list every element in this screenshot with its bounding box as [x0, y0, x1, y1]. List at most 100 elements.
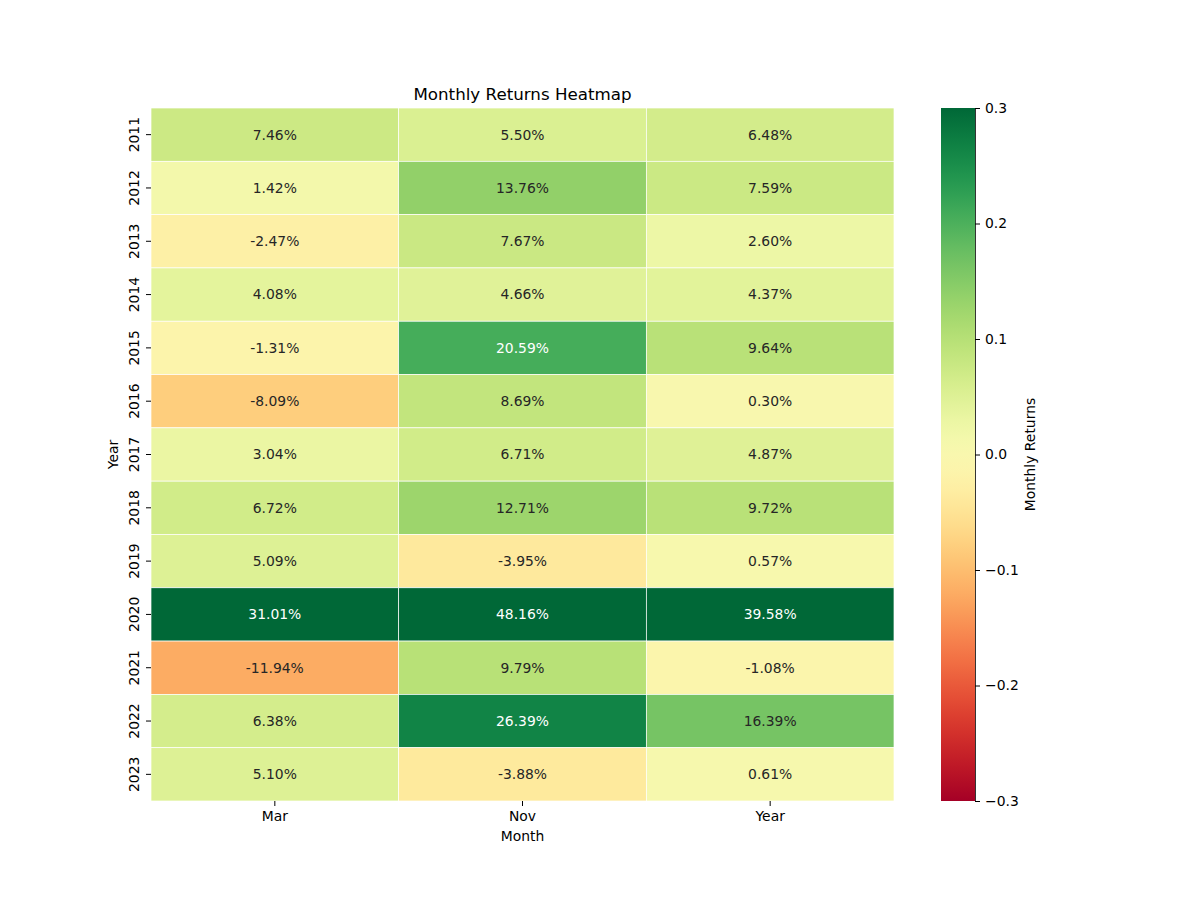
cell — [646, 215, 894, 268]
colorbar-tick: 0.2 — [975, 215, 1007, 231]
cell-label: 12.71% — [496, 500, 549, 516]
colorbar-tick-mark — [975, 108, 980, 109]
cell — [399, 534, 647, 587]
colorbar-tick: −0.2 — [975, 677, 1019, 693]
cell-label: -8.09% — [250, 393, 299, 409]
cell — [151, 534, 399, 587]
x-tick-label: Nov — [509, 808, 536, 824]
x-tick-label: Mar — [262, 808, 288, 824]
cell — [646, 641, 894, 694]
y-tick-mark — [146, 774, 151, 775]
colorbar-tick-label: 0.3 — [985, 100, 1007, 116]
y-tick: 2016 — [126, 384, 151, 419]
colorbar-tick: 0.0 — [975, 446, 1007, 462]
cell — [646, 428, 894, 481]
cell — [151, 161, 399, 214]
cell-label: 3.04% — [253, 446, 297, 462]
cell-label: 0.61% — [748, 766, 792, 782]
y-tick-mark — [146, 187, 151, 188]
cell — [151, 215, 399, 268]
colorbar-tick: −0.1 — [975, 562, 1019, 578]
y-tick: 2013 — [126, 224, 151, 259]
y-tick-label: 2022 — [126, 703, 142, 738]
cell — [151, 641, 399, 694]
y-tick-label: 2021 — [126, 650, 142, 685]
x-axis: MarNovYear — [262, 801, 785, 824]
cell-label: 20.59% — [496, 340, 549, 356]
cell — [646, 268, 894, 321]
cell — [646, 588, 894, 641]
colorbar-tick-mark — [975, 339, 980, 340]
cell-label: 6.72% — [253, 500, 297, 516]
cell — [646, 694, 894, 747]
cell — [151, 748, 399, 801]
cell — [646, 375, 894, 428]
colorbar-tick-mark — [975, 570, 980, 571]
colorbar-tick: −0.3 — [975, 793, 1019, 809]
cell — [646, 748, 894, 801]
chart: 7.46%5.50%6.48%1.42%13.76%7.59%-2.47%7.6… — [0, 0, 1200, 900]
x-tick-mark — [770, 801, 771, 806]
colorbar-tick: 0.3 — [975, 100, 1007, 116]
y-tick: 2020 — [126, 597, 151, 632]
y-tick-mark — [146, 667, 151, 668]
x-axis-title: Month — [501, 828, 545, 844]
cell — [646, 321, 894, 374]
cell — [151, 481, 399, 534]
y-axis-title: Year — [105, 440, 121, 471]
y-tick: 2014 — [126, 277, 151, 313]
y-tick: 2019 — [126, 543, 151, 578]
x-tick: Nov — [509, 801, 536, 824]
y-tick-mark — [146, 721, 151, 722]
y-tick-label: 2020 — [126, 597, 142, 632]
y-tick-label: 2014 — [126, 277, 142, 313]
colorbar-tick-label: 0.0 — [985, 446, 1007, 462]
y-tick-mark — [146, 454, 151, 455]
cell-label: 7.67% — [500, 233, 544, 249]
colorbar-tick-label: −0.3 — [985, 793, 1019, 809]
cell-label: -3.95% — [498, 553, 547, 569]
cell — [399, 748, 647, 801]
cell — [646, 108, 894, 161]
colorbar — [941, 108, 975, 801]
cell-label: 4.87% — [748, 446, 792, 462]
y-tick: 2017 — [126, 437, 151, 472]
cell-label: 6.48% — [748, 127, 792, 143]
colorbar-tick: 0.1 — [975, 331, 1007, 347]
cell-label: 8.69% — [500, 393, 544, 409]
cell-label: 9.72% — [748, 500, 792, 516]
cell — [399, 268, 647, 321]
y-tick-mark — [146, 614, 151, 615]
y-tick-label: 2016 — [126, 384, 142, 419]
colorbar-tick-mark — [975, 224, 980, 225]
cell — [151, 588, 399, 641]
cell — [646, 161, 894, 214]
cell-label: 7.59% — [748, 180, 792, 196]
cell-label: 13.76% — [496, 180, 549, 196]
colorbar-tick-mark — [975, 686, 980, 687]
cell-label: -11.94% — [246, 660, 304, 676]
y-tick-label: 2019 — [126, 543, 142, 578]
colorbar-tick-label: 0.1 — [985, 331, 1007, 347]
cell-label: 39.58% — [744, 606, 797, 622]
y-tick-mark — [146, 134, 151, 135]
cell — [151, 321, 399, 374]
cell-label: 1.42% — [253, 180, 297, 196]
x-tick-mark — [522, 801, 523, 806]
cell — [399, 108, 647, 161]
colorbar-tick-label: 0.2 — [985, 215, 1007, 231]
cell-label: -3.88% — [498, 766, 547, 782]
y-tick-label: 2012 — [126, 170, 142, 205]
cell — [646, 534, 894, 587]
cell-label: -2.47% — [250, 233, 299, 249]
cell — [399, 588, 647, 641]
y-tick-label: 2013 — [126, 224, 142, 259]
y-tick-mark — [146, 347, 151, 348]
colorbar-tick-mark — [975, 801, 980, 802]
cell-label: 31.01% — [248, 606, 301, 622]
colorbar-tick-label: −0.1 — [985, 562, 1019, 578]
cell-label: 6.38% — [253, 713, 297, 729]
cell — [151, 375, 399, 428]
cell — [399, 215, 647, 268]
cell-label: 4.66% — [500, 286, 544, 302]
